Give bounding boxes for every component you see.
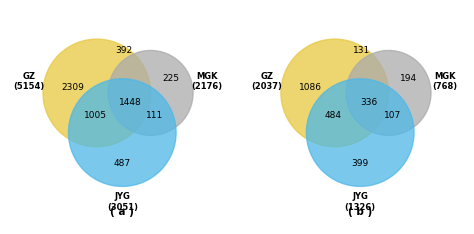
Circle shape (306, 79, 414, 186)
Text: 1448: 1448 (119, 98, 142, 107)
Text: GZ
(5154): GZ (5154) (13, 72, 45, 91)
Text: MGK
(2176): MGK (2176) (191, 72, 223, 91)
Text: JYG
(3051): JYG (3051) (107, 192, 138, 212)
Text: 131: 131 (353, 46, 370, 55)
Text: 107: 107 (384, 111, 401, 120)
Text: 392: 392 (115, 46, 132, 55)
Text: JYG
(1326): JYG (1326) (345, 192, 376, 212)
Circle shape (346, 51, 431, 135)
Text: 2309: 2309 (61, 83, 84, 92)
Text: ( b ): ( b ) (348, 207, 373, 217)
Text: 484: 484 (325, 111, 342, 120)
Circle shape (281, 39, 389, 147)
Text: 1086: 1086 (299, 83, 322, 92)
Text: GZ
(2037): GZ (2037) (251, 72, 282, 91)
Text: MGK
(768): MGK (768) (433, 72, 458, 91)
Text: 225: 225 (162, 74, 179, 83)
Text: 194: 194 (400, 74, 417, 83)
Text: 1005: 1005 (84, 111, 107, 120)
Text: 399: 399 (352, 159, 369, 168)
Text: 336: 336 (360, 98, 377, 107)
Text: ( a ): ( a ) (110, 207, 134, 217)
Circle shape (108, 51, 193, 135)
Text: 487: 487 (114, 159, 131, 168)
Circle shape (68, 79, 176, 186)
Circle shape (43, 39, 151, 147)
Text: 111: 111 (146, 111, 164, 120)
